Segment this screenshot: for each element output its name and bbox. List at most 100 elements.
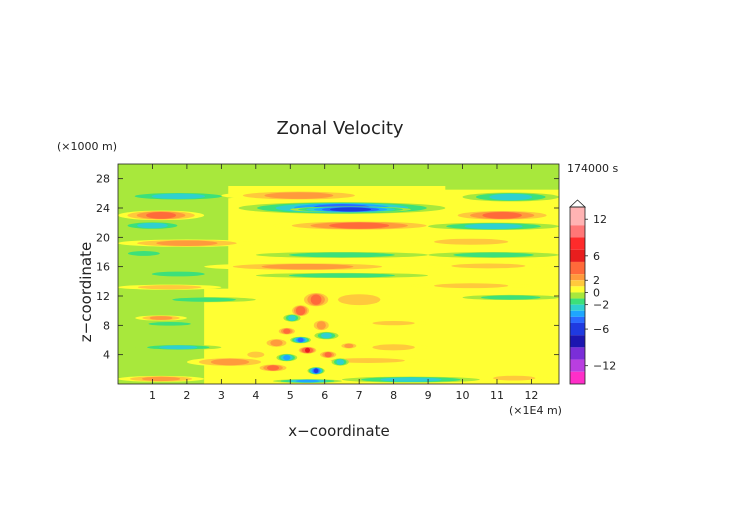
heatmap-cell	[344, 343, 354, 349]
heatmap-cell	[118, 288, 205, 384]
heatmap-cell	[270, 339, 283, 347]
time-label: 174000 s	[567, 162, 618, 175]
colorbar-swatch	[570, 207, 585, 226]
colorbar-swatch	[570, 359, 585, 372]
heatmap-cell	[329, 222, 390, 229]
colorbar-tick-label: −2	[593, 299, 609, 312]
heatmap-cell	[310, 294, 322, 305]
y-axis-label: z−coordinate	[77, 242, 95, 342]
colorbar-tick-label: −12	[593, 360, 616, 373]
heatmap-cell	[336, 359, 345, 365]
colorbar-swatch	[570, 286, 585, 293]
colorbar-swatch	[570, 292, 585, 299]
colorbar-swatch	[570, 249, 585, 262]
heatmap-cell	[210, 358, 250, 366]
heatmap-cell	[288, 273, 395, 278]
heatmap-cell	[304, 347, 310, 353]
colorbar-swatch	[570, 310, 585, 317]
heatmap-cell	[434, 283, 509, 289]
colorbar-extend-arrow	[568, 199, 587, 208]
heatmap-cell	[297, 306, 304, 315]
y-tick-label: 20	[96, 231, 110, 244]
heatmap-cell	[151, 193, 206, 200]
heatmap-cell	[288, 252, 395, 258]
heatmap-cell	[247, 351, 265, 358]
heatmap-cell	[261, 263, 354, 270]
heatmap-plot	[118, 164, 559, 384]
colorbar-swatch	[570, 225, 585, 238]
heatmap-cell	[330, 358, 405, 363]
colorbar-swatch	[570, 371, 585, 384]
heatmap-cell	[283, 355, 291, 361]
heatmap-cell	[148, 322, 191, 326]
heatmap-cell	[380, 377, 442, 382]
heatmap-cell	[453, 252, 534, 258]
colorbar-swatch	[570, 237, 585, 250]
heatmap-cell	[156, 240, 218, 246]
heatmap-cell	[283, 328, 291, 334]
y-unit-label: (×1000 m)	[57, 140, 117, 153]
y-tick-label: 24	[96, 202, 110, 215]
colorbar-swatch	[570, 304, 585, 311]
heatmap-cell	[372, 344, 415, 351]
colorbar: 12 6 20−2 −6 −12	[568, 199, 616, 385]
heatmap-cell	[464, 223, 523, 230]
colorbar-tick-label: 0	[593, 286, 600, 299]
y-tick-label: 8	[103, 319, 110, 332]
x-tick-label: 9	[425, 389, 432, 402]
x-tick-label: 7	[356, 389, 363, 402]
colorbar-swatch	[570, 274, 585, 281]
x-tick-label: 2	[183, 389, 190, 402]
heatmap-cell	[137, 285, 202, 290]
heatmap-cell	[172, 297, 236, 302]
heatmap-cell	[159, 345, 198, 350]
colorbar-swatch	[570, 335, 585, 348]
x-tick-label: 12	[524, 389, 538, 402]
heatmap-cell	[324, 352, 332, 358]
colorbar-tick-label: −6	[593, 323, 609, 336]
heatmap-cell	[151, 271, 205, 277]
heatmap-cell	[489, 193, 533, 201]
colorbar-swatch	[570, 347, 585, 360]
heatmap-cell	[267, 365, 280, 371]
x-unit-label: (×1E4 m)	[509, 404, 562, 417]
colorbar-swatch	[570, 280, 585, 287]
colorbar-swatch	[570, 298, 585, 305]
chart-title: Zonal Velocity	[276, 118, 403, 139]
x-tick-label: 4	[252, 389, 259, 402]
heatmap-cell	[434, 238, 509, 245]
heatmap-cell	[146, 211, 177, 219]
heatmap-cell	[314, 368, 319, 374]
heatmap-cell	[482, 211, 522, 219]
heatmap-cell	[149, 316, 173, 320]
heatmap-cell	[141, 376, 181, 382]
y-tick-label: 4	[103, 349, 110, 362]
heatmap-cell	[295, 379, 320, 383]
heatmap-cell	[264, 192, 334, 199]
heatmap-cell	[337, 207, 364, 212]
colorbar-frame	[569, 206, 586, 385]
heatmap-cell	[372, 321, 415, 326]
colorbar-swatch	[570, 261, 585, 275]
y-tick-label: 16	[96, 261, 110, 274]
colorbar-swatch	[570, 316, 585, 323]
heatmap-cell	[337, 294, 381, 306]
x-axis-label: x−coordinate	[288, 422, 389, 440]
colorbar-tick-label: 2	[593, 274, 600, 287]
x-tick-label: 10	[456, 389, 470, 402]
x-tick-label: 5	[287, 389, 294, 402]
x-tick-label: 3	[218, 389, 225, 402]
heatmap-cell	[321, 332, 332, 339]
x-tick-label: 1	[149, 389, 156, 402]
x-tick-label: 6	[321, 389, 328, 402]
colorbar-swatch	[570, 322, 585, 336]
y-tick-label: 12	[96, 290, 110, 303]
heatmap-cell	[493, 375, 536, 381]
heatmap-cell	[288, 315, 296, 321]
heatmap-cell	[316, 321, 326, 330]
colorbar-tick-label: 12	[593, 213, 607, 226]
heatmap-cell	[137, 222, 168, 229]
colorbar-tick-label: 6	[593, 250, 600, 263]
y-tick-label: 28	[96, 173, 110, 186]
